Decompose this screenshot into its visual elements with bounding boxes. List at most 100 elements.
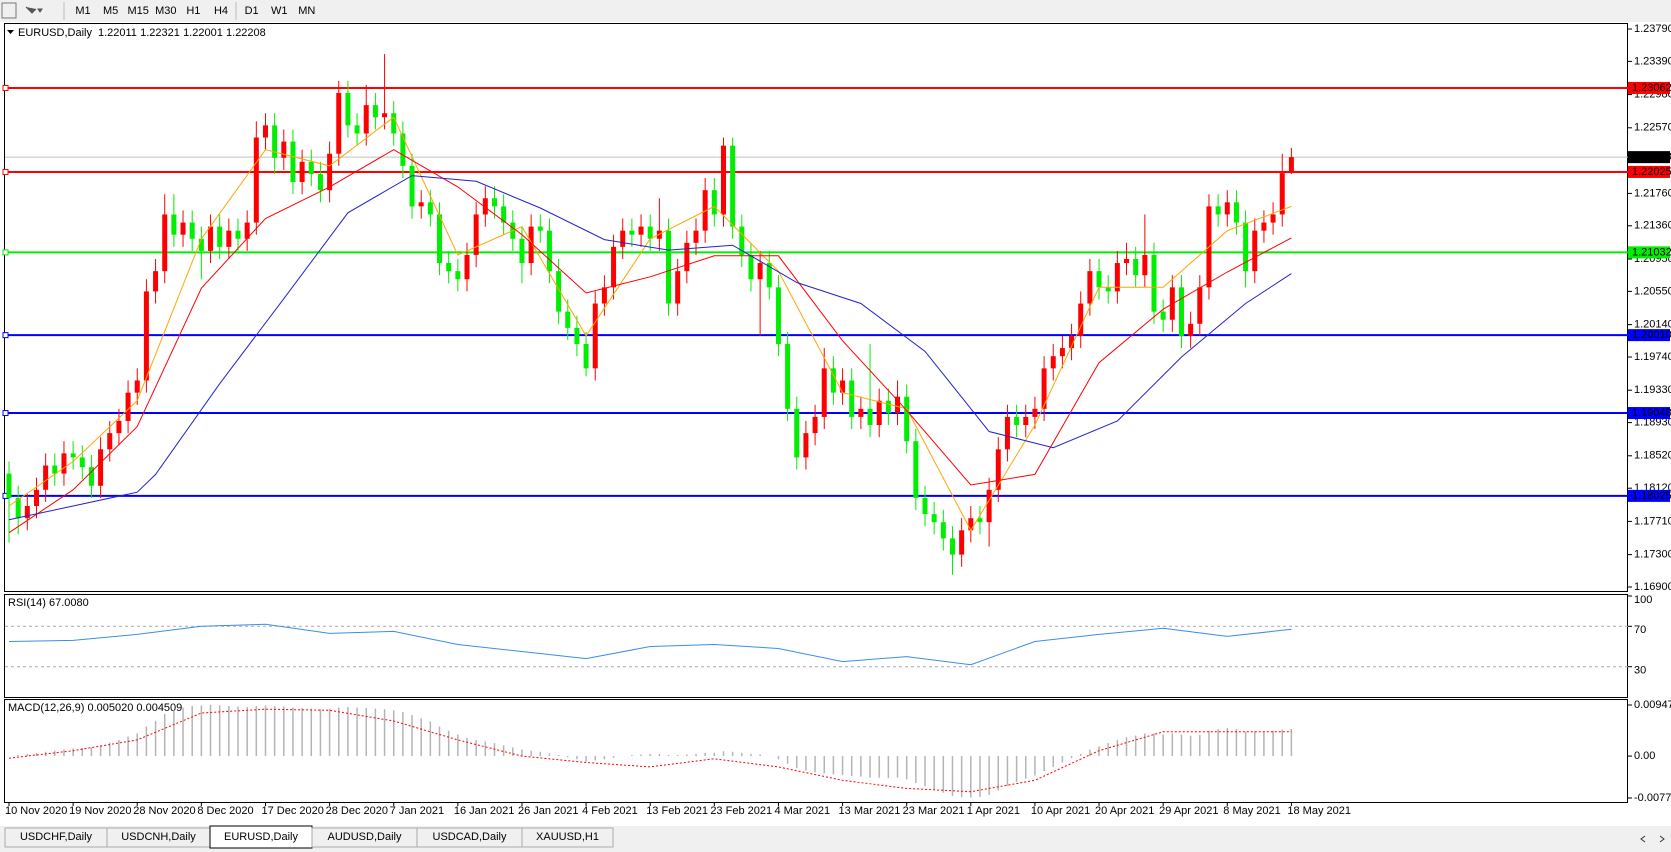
- tab-label[interactable]: AUDUSD,Daily: [328, 831, 402, 843]
- tab-label[interactable]: USDCNH,Daily: [121, 831, 196, 843]
- candle-body: [354, 125, 360, 134]
- candle-body: [748, 254, 754, 280]
- candle-body: [501, 206, 507, 223]
- timeframe-button[interactable]: M15: [127, 5, 148, 17]
- tab[interactable]: [521, 827, 614, 848]
- collapse-arrow[interactable]: [7, 30, 14, 34]
- candle-body: [675, 271, 681, 304]
- candle-body: [1279, 173, 1285, 215]
- signal-line: [8, 708, 1292, 793]
- candle-body: [79, 457, 85, 468]
- candle-body: [1133, 259, 1139, 276]
- x-tick-label: 19 Nov 2020: [69, 805, 131, 817]
- level-label-box: [1628, 329, 1670, 342]
- x-tick-label: 4 Feb 2021: [582, 805, 638, 817]
- y-tick-label: 100: [1634, 594, 1652, 606]
- level-handle: [2, 410, 9, 417]
- candle-body: [1050, 356, 1056, 369]
- candle-body: [1069, 335, 1075, 349]
- tab-label[interactable]: USDCAD,Daily: [433, 831, 507, 843]
- y-tick-label: 1.19330: [1634, 384, 1671, 396]
- y-tick-label: -0.007778: [1634, 792, 1671, 804]
- candle-body: [88, 467, 94, 486]
- candle-body: [931, 514, 937, 523]
- timeframe-button[interactable]: H1: [186, 5, 200, 17]
- candle-body: [519, 238, 525, 264]
- candle-body: [1270, 214, 1276, 223]
- timeframe-button[interactable]: M1: [75, 5, 90, 17]
- y-tick-label: 1.18520: [1634, 450, 1671, 462]
- candle-body: [1197, 287, 1203, 324]
- timeframe-button[interactable]: H4: [214, 5, 228, 17]
- candle-body: [455, 271, 461, 280]
- candle-body: [785, 344, 791, 409]
- candle-body: [482, 198, 488, 215]
- candle-body: [812, 416, 818, 434]
- candle-body: [1188, 323, 1194, 336]
- candle-body: [720, 145, 726, 215]
- level-handle: [2, 84, 9, 91]
- candle-body: [1041, 368, 1047, 409]
- candle-body: [949, 538, 955, 555]
- candle-body: [629, 230, 635, 235]
- level-label: 1.19048: [1632, 407, 1671, 419]
- candle-body: [1059, 348, 1065, 357]
- tab-scroll[interactable]: [1640, 835, 1665, 843]
- y-tick-label: 70: [1634, 624, 1646, 636]
- candle-body: [208, 226, 214, 251]
- tab-label[interactable]: XAUUSD,H1: [536, 831, 599, 843]
- candle-body: [830, 368, 836, 393]
- candle-body: [162, 214, 168, 272]
- candle-body: [1178, 287, 1184, 336]
- x-tick-label: 23 Feb 2021: [710, 805, 772, 817]
- timeframe-button[interactable]: MN: [298, 5, 315, 17]
- candle-body: [473, 214, 479, 255]
- candle-body: [171, 214, 177, 235]
- tool-icon[interactable]: [25, 6, 43, 14]
- candle-body: [98, 449, 104, 486]
- y-tick-label: 1.18930: [1634, 417, 1671, 429]
- level-label-box: [1628, 489, 1670, 502]
- candle-body: [885, 400, 891, 413]
- candle-body: [968, 518, 974, 531]
- candle-body: [372, 105, 378, 118]
- candle-body: [290, 141, 296, 183]
- candle-body: [904, 396, 910, 442]
- candle-body: [546, 230, 552, 272]
- candle-body: [217, 226, 223, 247]
- candle-body: [1233, 202, 1239, 223]
- candle-body: [491, 198, 497, 207]
- tab-label[interactable]: USDCHF,Daily: [20, 831, 93, 843]
- candle-body: [1224, 202, 1230, 215]
- candle-body: [1087, 271, 1093, 304]
- tool-icon[interactable]: [1, 2, 17, 19]
- candle-body: [253, 137, 259, 223]
- x-tick-label: 4 Mar 2021: [774, 805, 830, 817]
- tab-label[interactable]: EURUSD,Daily: [224, 831, 298, 843]
- candle-body: [446, 263, 452, 272]
- candle-body: [702, 190, 708, 231]
- candle-body: [693, 230, 699, 243]
- x-tick-label: 18 May 2021: [1287, 805, 1351, 817]
- timeframe-button[interactable]: M5: [103, 5, 118, 17]
- candle-body: [70, 453, 76, 458]
- timeframe-button[interactable]: M30: [155, 5, 176, 17]
- toolbar: [0, 0, 1671, 22]
- candle-body: [1105, 287, 1111, 292]
- candle-body: [1252, 230, 1258, 272]
- candle-body: [308, 161, 314, 174]
- y-tick-label: 1.17710: [1634, 515, 1671, 527]
- x-tick-label: 8 Dec 2020: [197, 805, 253, 817]
- candle-body: [33, 489, 39, 507]
- level-label: 1.22025: [1632, 166, 1671, 178]
- candle-body: [299, 161, 305, 183]
- timeframe-button[interactable]: W1: [271, 5, 288, 17]
- candle-body: [345, 92, 351, 126]
- candle-body: [43, 465, 49, 490]
- candle-body: [1004, 416, 1010, 450]
- candle-body: [1142, 254, 1148, 276]
- level-label-box: [1628, 165, 1670, 178]
- x-tick-label: 17 Dec 2020: [261, 805, 323, 817]
- timeframe-button[interactable]: D1: [245, 5, 259, 17]
- candle-body: [125, 392, 131, 421]
